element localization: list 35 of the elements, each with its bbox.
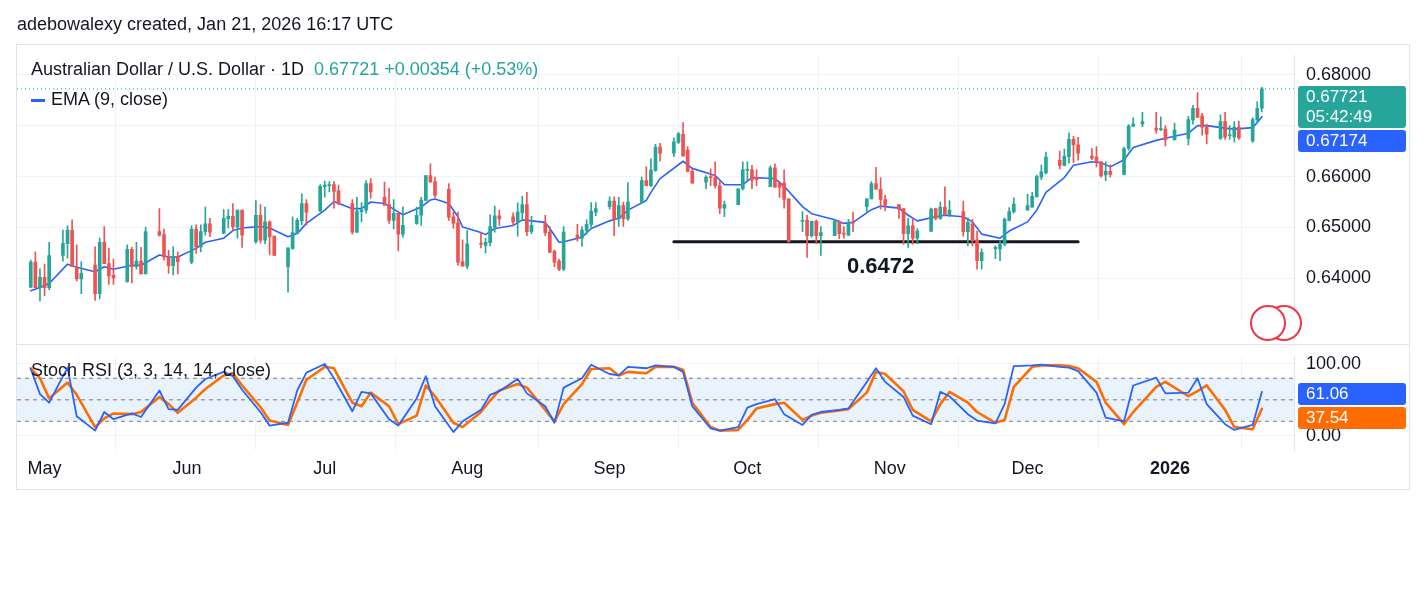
legend-label: EMA (9, close) [51,89,169,109]
x-tick-label: 2026 [1149,457,1190,478]
candlestick [79,261,84,295]
annotation: 37.54 [1306,407,1350,428]
chart-subtitle: 0.67721 +0.00354 (+0.53%) [314,59,539,79]
y-tick-label: 0.66000 [1306,165,1372,186]
y-tick-label: 0.68000 [1306,63,1372,84]
y-tick-label: 100.00 [1306,352,1362,373]
x-tick-label: May [27,457,62,478]
ref-line-label: 0.67721 [1306,86,1369,107]
candlestick [943,186,947,216]
candlestick [1158,116,1163,132]
candlestick [1154,112,1159,134]
annotation: 0.6472 [846,252,915,278]
text: adebowalexy created, Jan 21, 2026 16:17 UTC [17,14,394,35]
chart-title: Stoch RSI (3, 3, 14, 14, close) [31,360,272,380]
x-tick-label: Jul [313,457,337,478]
text: 05:42:49 [1306,106,1374,127]
y-tick-label: 0.65000 [1306,216,1372,237]
candlestick [906,217,910,248]
x-tick-label: Nov [873,457,906,478]
y-tick-label: 0.64000 [1306,267,1372,288]
chart-title: Australian Dollar / U.S. Dollar · 1D [31,59,305,79]
candlestick [497,209,502,226]
annotation: 61.06 [1306,383,1350,404]
candlestick [479,232,483,249]
x-tick-label: Jun [172,457,202,478]
x-tick-label: Oct [733,457,762,478]
x-tick-label: Sep [593,457,626,478]
candlestick [819,226,823,256]
x-tick-label: Dec [1011,457,1044,478]
candlestick [1090,148,1094,161]
x-tick-label: Aug [451,457,484,478]
candlestick [1227,125,1232,140]
annotation: 0.67174 [1306,130,1369,151]
